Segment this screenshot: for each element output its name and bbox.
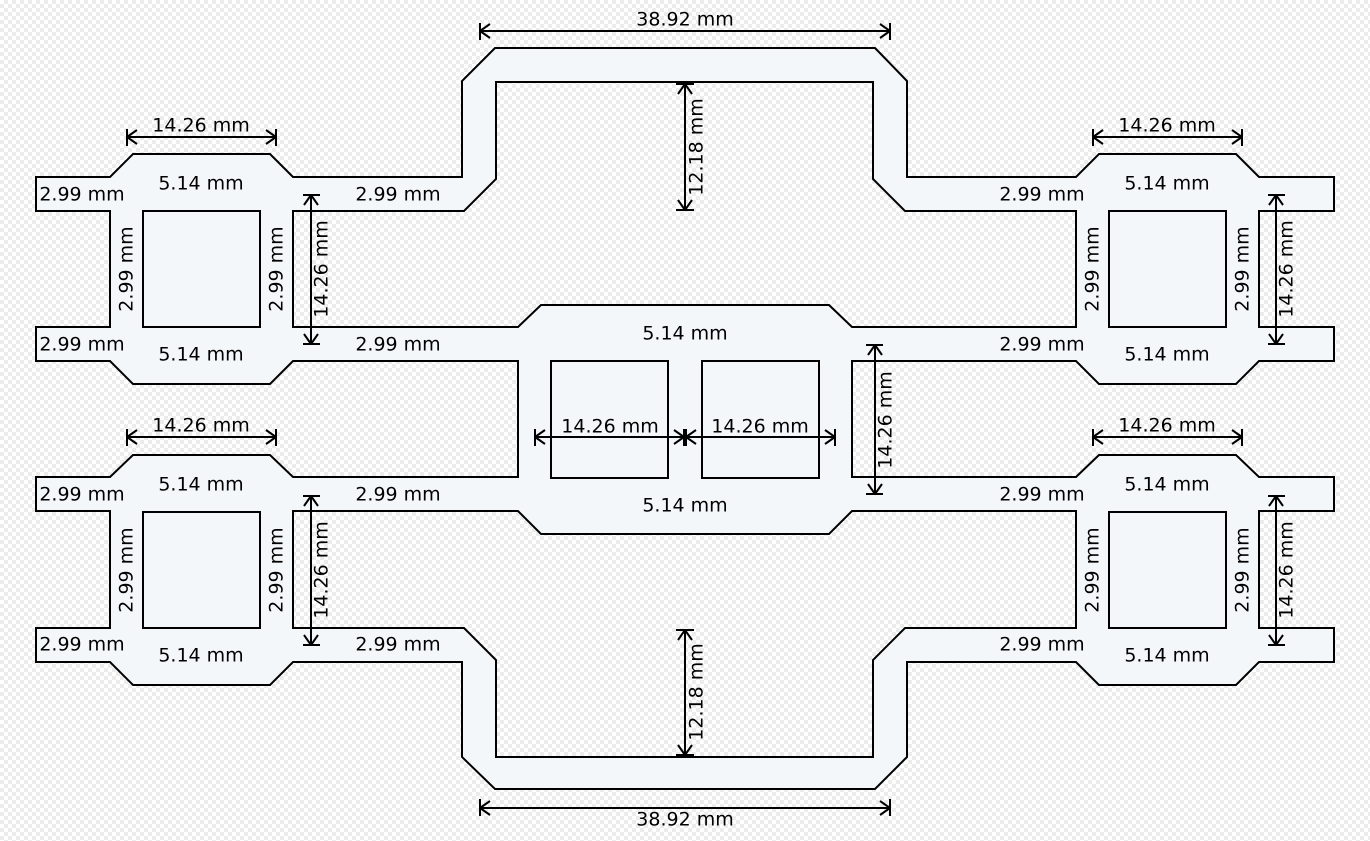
bl-right-side-label: 2.99 mm bbox=[266, 527, 288, 612]
arm-br-lower-label: 2.99 mm bbox=[999, 634, 1084, 656]
frame-plate bbox=[35, 47, 1335, 790]
br-left-side-label: 2.99 mm bbox=[1082, 527, 1104, 612]
hole-top-left bbox=[142, 210, 261, 328]
module-width-tr-label: 14.26 mm bbox=[1118, 115, 1215, 137]
tr-left-side-label: 2.99 mm bbox=[1082, 226, 1104, 311]
arm-tr-upper-label: 2.99 mm bbox=[999, 184, 1084, 206]
hole-bottom-right bbox=[1108, 511, 1227, 629]
outer-width-bottom-label: 38.92 mm bbox=[636, 809, 733, 831]
tr-top-edge-label: 5.14 mm bbox=[1124, 173, 1209, 195]
center-bottom-edge-label: 5.14 mm bbox=[642, 495, 727, 517]
bl-left-side-label: 2.99 mm bbox=[116, 527, 138, 612]
outer-width-top-label: 38.92 mm bbox=[636, 9, 733, 31]
module-height-br-label: 14.26 mm bbox=[1276, 521, 1298, 618]
center-square-right-label: 14.26 mm bbox=[711, 416, 808, 438]
center-square-left-label: 14.26 mm bbox=[561, 416, 658, 438]
tr-right-side-label: 2.99 mm bbox=[1232, 226, 1254, 311]
module-width-bl-label: 14.26 mm bbox=[152, 415, 249, 437]
arm-tr-lower-label: 2.99 mm bbox=[999, 334, 1084, 356]
hole-bottom-left bbox=[142, 511, 261, 629]
arm-tl-lower-label: 2.99 mm bbox=[355, 334, 440, 356]
arch-height-top-label: 12.18 mm bbox=[686, 98, 708, 195]
module-width-br-label: 14.26 mm bbox=[1118, 415, 1215, 437]
br-bottom-edge-label: 5.14 mm bbox=[1124, 645, 1209, 667]
dimension-lines bbox=[126, 23, 1285, 816]
stub-tl-upper-label: 2.99 mm bbox=[39, 184, 124, 206]
tr-bottom-edge-label: 5.14 mm bbox=[1124, 344, 1209, 366]
br-top-edge-label: 5.14 mm bbox=[1124, 474, 1209, 496]
stub-tl-lower-label: 2.99 mm bbox=[39, 334, 124, 356]
module-height-bl-label: 14.26 mm bbox=[311, 521, 333, 618]
hole-center-right bbox=[701, 360, 820, 479]
bl-bottom-edge-label: 5.14 mm bbox=[158, 645, 243, 667]
arm-bl-lower-label: 2.99 mm bbox=[355, 634, 440, 656]
br-right-side-label: 2.99 mm bbox=[1232, 527, 1254, 612]
tl-bottom-edge-label: 5.14 mm bbox=[158, 344, 243, 366]
bl-top-edge-label: 5.14 mm bbox=[158, 474, 243, 496]
module-height-tr-label: 14.26 mm bbox=[1276, 220, 1298, 317]
center-height-label: 14.26 mm bbox=[875, 371, 897, 468]
hole-center-left bbox=[550, 360, 669, 479]
arch-height-bottom-label: 12.18 mm bbox=[686, 643, 708, 740]
tl-top-edge-label: 5.14 mm bbox=[158, 173, 243, 195]
tl-right-side-label: 2.99 mm bbox=[266, 226, 288, 311]
arm-br-upper-label: 2.99 mm bbox=[999, 484, 1084, 506]
arm-bl-upper-label: 2.99 mm bbox=[355, 484, 440, 506]
hole-top-right bbox=[1108, 210, 1227, 328]
module-height-tl-label: 14.26 mm bbox=[311, 220, 333, 317]
tl-left-side-label: 2.99 mm bbox=[116, 226, 138, 311]
stub-bl-upper-label: 2.99 mm bbox=[39, 484, 124, 506]
center-top-edge-label: 5.14 mm bbox=[642, 323, 727, 345]
stub-bl-lower-label: 2.99 mm bbox=[39, 634, 124, 656]
arm-tl-upper-label: 2.99 mm bbox=[355, 184, 440, 206]
module-width-tl-label: 14.26 mm bbox=[152, 115, 249, 137]
